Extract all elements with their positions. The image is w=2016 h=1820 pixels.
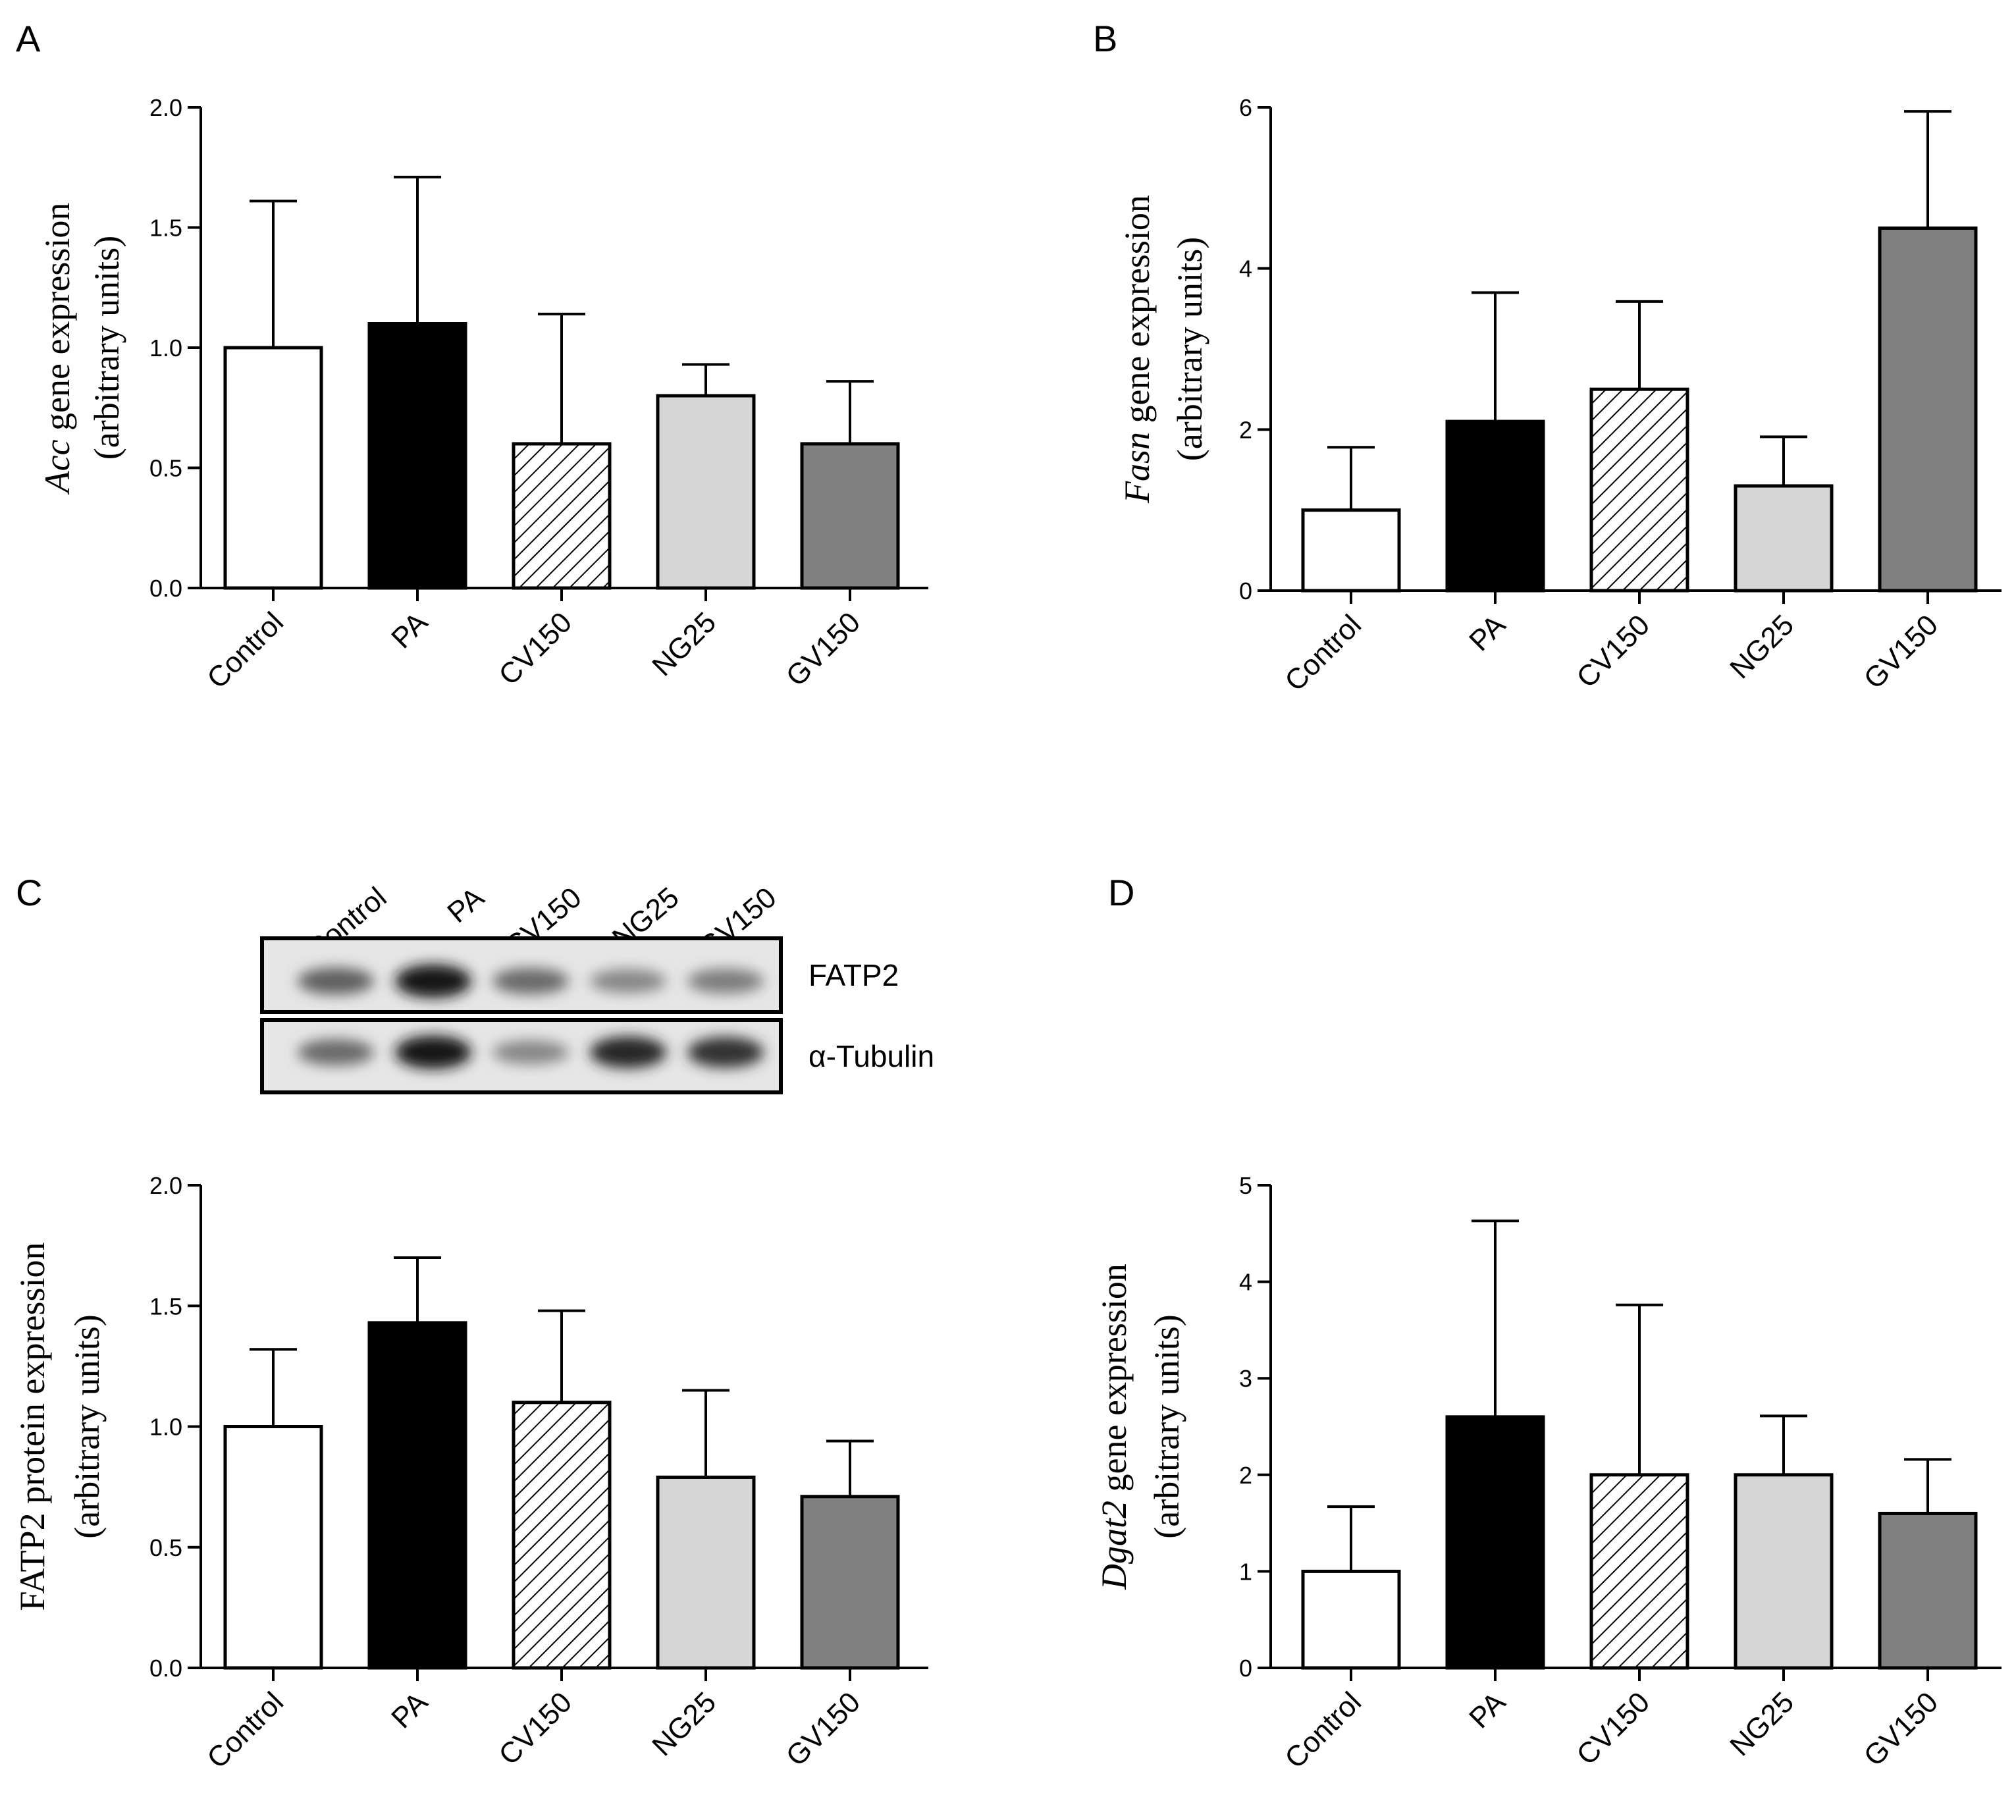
panel-letter-b: B [1093, 18, 1117, 59]
bar-control [1301, 1569, 1401, 1670]
blot-band [492, 968, 569, 994]
x-tick-label-c: Control [201, 1686, 290, 1775]
x-tick-label-b: CV150 [1570, 608, 1656, 694]
panel-letter-a: A [16, 18, 41, 59]
bar-control [223, 346, 323, 590]
y-axis-label-b: Fasn gene expression [1117, 195, 1157, 504]
y-axis-label-line2-c: (arbitrary units) [67, 1314, 107, 1538]
blot-strip-border [260, 1018, 783, 1094]
bar-ng25 [656, 1475, 756, 1670]
y-tick-label-b: 0 [1239, 577, 1252, 604]
y-tick-label-d: 5 [1239, 1172, 1252, 1199]
blot-band [687, 969, 764, 994]
blot-band [492, 1040, 569, 1065]
bar-pa [367, 322, 467, 590]
bar-gv150 [800, 442, 900, 590]
x-tick-label-d: CV150 [1570, 1686, 1656, 1771]
chart-panel-c: 0.0 0.5 1.0 1.5 2.0 Control PA CV150 NG25 GV150 FA… [13, 1172, 928, 1775]
bar-cv150 [512, 1401, 612, 1670]
y-tick-label-d: 4 [1239, 1269, 1252, 1296]
y-tick-label-c: 0.5 [149, 1534, 182, 1561]
y-tick-label-c: 1.5 [149, 1293, 182, 1320]
bar-cv150 [512, 442, 612, 590]
y-tick-label-d: 2 [1239, 1462, 1252, 1489]
y-tick-label-b: 4 [1239, 255, 1252, 282]
x-tick-label-a: CV150 [492, 606, 578, 691]
blot-row-label: α-Tubulin [809, 1039, 934, 1073]
panel-letter-d: D [1108, 872, 1134, 913]
x-tick-label-a: PA [385, 606, 434, 655]
blot-band [590, 969, 666, 994]
y-tick-label-b: 6 [1239, 94, 1252, 121]
bar-pa [1445, 1415, 1545, 1670]
x-tick-label-c: PA [385, 1686, 434, 1734]
x-tick-label-a: GV150 [780, 606, 867, 693]
bar-pa [1445, 419, 1545, 593]
chart-panel-b: 0 2 4 6 Control PA CV150 NG25 GV150 Fasn gene exp… [1117, 94, 2002, 697]
y-tick-label-c: 2.0 [149, 1172, 182, 1199]
y-tick-label-b: 2 [1239, 416, 1252, 443]
y-tick-label-a: 1.0 [149, 335, 182, 361]
y-tick-label-a: 0.5 [149, 455, 182, 482]
x-tick-label-d: GV150 [1858, 1686, 1945, 1773]
y-axis-label-line2-a: (arbitrary units) [87, 236, 126, 460]
blot-band [395, 1035, 471, 1069]
bar-gv150 [800, 1495, 900, 1670]
x-tick-label-d: Control [1279, 1686, 1367, 1775]
blot-strip-border [260, 936, 783, 1014]
bar-ng25 [656, 394, 756, 590]
blot-row-label: FATP2 [809, 958, 899, 992]
y-tick-label-a: 0.0 [149, 575, 182, 602]
blot-lane-label: PA [441, 881, 490, 930]
y-axis-label-line2-b: (arbitrary units) [1170, 237, 1209, 461]
blot-band [395, 964, 471, 998]
blot-band [298, 967, 374, 995]
x-tick-label-b: GV150 [1858, 608, 1945, 695]
bar-cv150 [1589, 387, 1689, 593]
x-tick-label-d: PA [1463, 1686, 1512, 1734]
y-tick-label-c: 0.0 [149, 1655, 182, 1682]
bar-control [223, 1425, 323, 1670]
panel-letter-c: C [16, 872, 42, 913]
y-tick-label-a: 1.5 [149, 215, 182, 242]
bar-gv150 [1878, 1511, 1978, 1670]
y-axis-label-a: Acc gene expression [38, 203, 77, 495]
x-tick-label-d: NG25 [1724, 1686, 1800, 1762]
y-axis-label-c: FATP2 protein expression [13, 1243, 52, 1611]
x-tick-label-a: NG25 [646, 606, 722, 682]
x-tick-label-b: PA [1463, 608, 1512, 657]
y-axis-label-d: Dgat2 gene expression [1094, 1264, 1134, 1590]
x-tick-label-c: CV150 [492, 1686, 578, 1771]
y-tick-label-d: 3 [1239, 1365, 1252, 1392]
blot-band [687, 1036, 764, 1068]
x-tick-label-c: NG25 [646, 1686, 722, 1762]
x-tick-label-a: Control [201, 606, 290, 695]
bar-ng25 [1734, 1473, 1834, 1670]
x-tick-label-b: Control [1279, 608, 1367, 697]
blot-band [298, 1039, 374, 1065]
y-axis-label-line2-d: (arbitrary units) [1147, 1314, 1186, 1538]
y-tick-label-d: 0 [1239, 1655, 1252, 1682]
chart-panel-d: 0 1 2 3 4 5 Control PA CV150 NG25 GV150 Dgat2 gene … [1094, 1172, 2002, 1775]
y-tick-label-c: 1.0 [149, 1414, 182, 1441]
y-tick-label-a: 2.0 [149, 94, 182, 121]
bar-gv150 [1878, 227, 1978, 593]
chart-panel-a: 0.0 0.5 1.0 1.5 2.0 Control PA CV150 NG25 GV150 Ac… [38, 94, 928, 695]
bar-ng25 [1734, 484, 1834, 593]
bar-cv150 [1589, 1473, 1689, 1670]
x-tick-label-b: NG25 [1724, 608, 1800, 685]
x-tick-label-c: GV150 [780, 1686, 867, 1773]
bar-pa [367, 1321, 467, 1670]
blot-band [590, 1036, 666, 1069]
bar-control [1301, 508, 1401, 593]
y-tick-label-d: 1 [1239, 1558, 1252, 1585]
